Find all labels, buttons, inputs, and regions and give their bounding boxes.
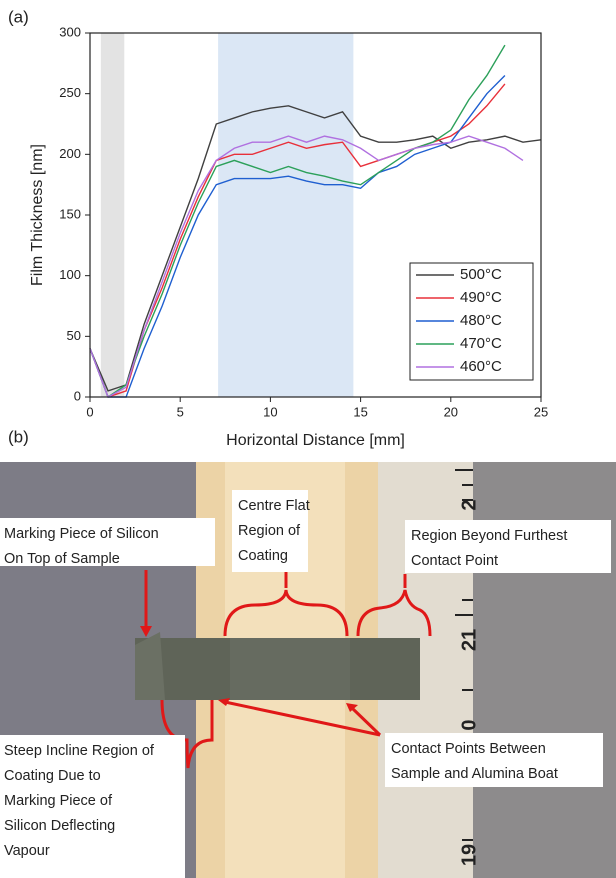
y-axis-label: Film Thickness [nm] [29, 144, 46, 286]
annotation-text: Silicon Deflecting [4, 818, 115, 834]
annotation-text: Coating Due to [4, 768, 101, 784]
ruler-label: 2 [458, 499, 480, 510]
x-tick-label: 20 [444, 404, 458, 419]
panel-label: (b) [8, 427, 29, 446]
y-tick-label: 100 [59, 267, 81, 282]
y-tick-label: 150 [59, 206, 81, 221]
legend-label: 470°C [460, 335, 502, 352]
annotation-text: Centre Flat [238, 498, 310, 514]
series-line [89, 44, 506, 399]
series-line [89, 74, 506, 398]
annotation-text: Contact Points Between [391, 741, 546, 757]
x-tick-label: 10 [263, 404, 277, 419]
photo [0, 462, 616, 878]
x-axis-label: Horizontal Distance [mm] [226, 432, 405, 449]
y-tick-label: 300 [59, 24, 81, 39]
annotation-text: Steep Incline Region of [4, 743, 155, 759]
annotation-text: Sample and Alumina Boat [391, 766, 558, 782]
y-tick-label: 250 [59, 85, 81, 100]
panel-label: (a) [8, 7, 29, 26]
x-tick-label: 5 [177, 404, 184, 419]
highlight-span [218, 33, 354, 397]
annotation-text: On Top of Sample [4, 551, 120, 567]
legend-label: 460°C [460, 358, 502, 375]
series-line [89, 105, 542, 392]
annotation-text: Vapour [4, 843, 50, 859]
x-tick-label: 0 [86, 404, 93, 419]
y-tick-label: 50 [67, 328, 81, 343]
legend-label: 480°C [460, 312, 502, 329]
x-tick-label: 25 [534, 404, 548, 419]
series-line [89, 83, 506, 398]
annotation-text: Region of [238, 523, 301, 539]
x-tick-label: 15 [353, 404, 367, 419]
annotation-text: Marking Piece of [4, 793, 113, 809]
annotation-text: Coating [238, 548, 288, 564]
highlight-span [100, 33, 125, 397]
series-line [89, 135, 524, 398]
legend-label: 490°C [460, 289, 502, 306]
annotation-text: Contact Point [411, 553, 498, 569]
y-tick-label: 0 [74, 388, 81, 403]
annotation-text: Marking Piece of Silicon [4, 526, 159, 542]
ruler-label: 19 [458, 844, 480, 866]
y-tick-label: 200 [59, 146, 81, 161]
legend-label: 500°C [460, 266, 502, 283]
ruler-label: 0 [458, 719, 480, 730]
ruler-label: 21 [458, 629, 480, 651]
annotation-text: Region Beyond Furthest [411, 528, 567, 544]
